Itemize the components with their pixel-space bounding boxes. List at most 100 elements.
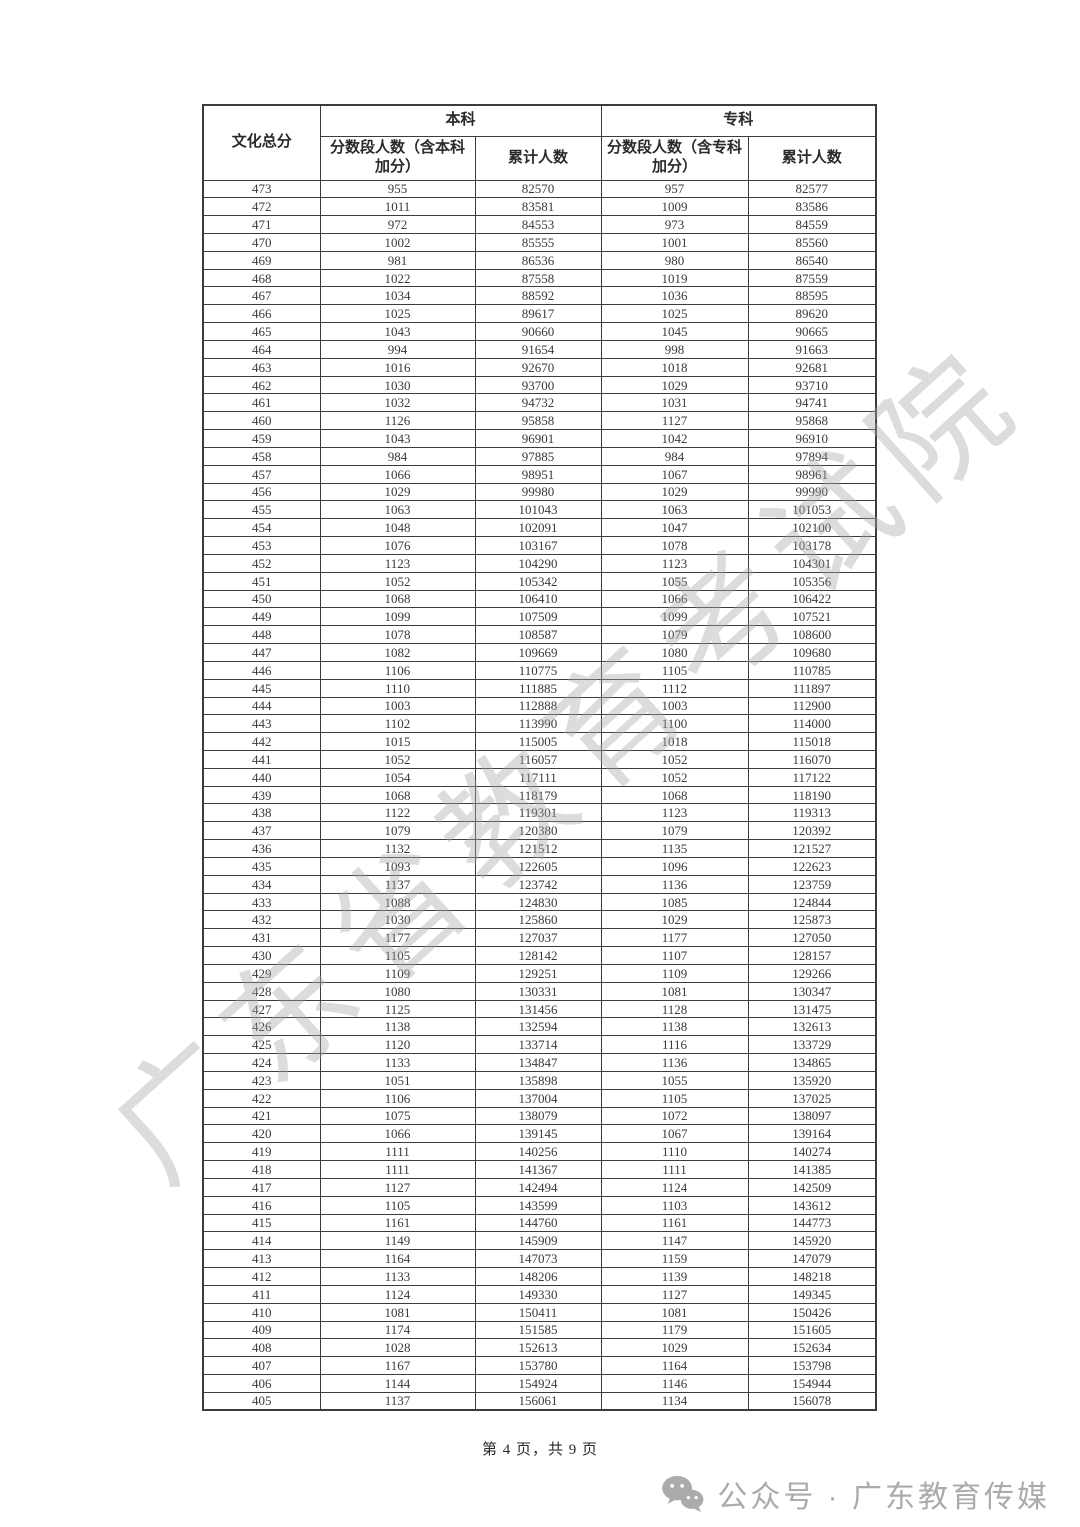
table-cell: 1123 bbox=[600, 803, 749, 823]
table-cell: 1136 bbox=[600, 1053, 749, 1072]
table-cell: 1052 bbox=[600, 750, 749, 769]
table-cell: 127037 bbox=[474, 928, 602, 948]
table-cell: 86536 bbox=[474, 250, 602, 270]
table-cell: 1109 bbox=[319, 963, 476, 983]
table-cell: 1036 bbox=[600, 286, 749, 306]
table-row: 436 1132 121512 1135 121527 bbox=[202, 839, 877, 858]
table-cell: 421 bbox=[202, 1106, 321, 1126]
table-cell: 1067 bbox=[600, 464, 749, 484]
table-cell: 98961 bbox=[747, 464, 877, 484]
table-cell: 1088 bbox=[319, 892, 476, 912]
table-cell: 1107 bbox=[600, 946, 749, 965]
header-group-junior-college: 专科 bbox=[600, 104, 877, 137]
table-cell: 84553 bbox=[474, 215, 602, 234]
table-cell: 447 bbox=[202, 643, 321, 662]
table-cell: 138097 bbox=[747, 1106, 877, 1126]
table-cell: 101043 bbox=[474, 500, 602, 520]
table-cell: 450 bbox=[202, 589, 321, 609]
table-row: 405 1137 156061 1134 156078 bbox=[202, 1391, 877, 1411]
table-cell: 131475 bbox=[747, 999, 877, 1019]
table-cell: 1048 bbox=[319, 518, 476, 538]
table-cell: 1161 bbox=[600, 1213, 749, 1233]
table-row: 438 1122 119301 1123 119313 bbox=[202, 803, 877, 823]
table-row: 411 1124 149330 1127 149345 bbox=[202, 1284, 877, 1304]
table-cell: 123742 bbox=[474, 874, 602, 894]
table-cell: 425 bbox=[202, 1035, 321, 1055]
table-cell: 143612 bbox=[747, 1195, 877, 1215]
table-cell: 1174 bbox=[319, 1320, 476, 1340]
banner-text: 公众号 · 广东教育传媒 bbox=[717, 1481, 1050, 1514]
table-cell: 117111 bbox=[474, 767, 602, 787]
table-row: 443 1102 113990 1100 114000 bbox=[202, 714, 877, 734]
table-row: 448 1078 108587 1079 108600 bbox=[202, 625, 877, 645]
table-cell: 1144 bbox=[319, 1373, 476, 1393]
table-cell: 134847 bbox=[474, 1053, 602, 1072]
table-cell: 156061 bbox=[474, 1391, 602, 1411]
table-cell: 420 bbox=[202, 1124, 321, 1144]
table-cell: 453 bbox=[202, 536, 321, 555]
table-row: 449 1099 107509 1099 107521 bbox=[202, 607, 877, 627]
table-cell: 107521 bbox=[747, 607, 877, 627]
wechat-account-banner: 公众号 · 广东教育传媒 bbox=[661, 1472, 1050, 1516]
table-row: 420 1066 139145 1067 139164 bbox=[202, 1124, 877, 1144]
table-cell: 1079 bbox=[600, 625, 749, 645]
table-cell: 115018 bbox=[747, 732, 877, 751]
table-cell: 1127 bbox=[600, 411, 749, 431]
table-cell: 127050 bbox=[747, 928, 877, 948]
table-row: 416 1105 143599 1103 143612 bbox=[202, 1195, 877, 1215]
table-row: 437 1079 120380 1079 120392 bbox=[202, 821, 877, 841]
table-cell: 154944 bbox=[747, 1373, 877, 1393]
table-cell: 97885 bbox=[474, 446, 602, 466]
table-cell: 1003 bbox=[600, 696, 749, 716]
table-cell: 1075 bbox=[319, 1106, 476, 1126]
table-cell: 119301 bbox=[474, 803, 602, 823]
table-row: 471 972 84553 973 84559 bbox=[202, 215, 877, 234]
table-cell: 1136 bbox=[600, 874, 749, 894]
table-row: 435 1093 122605 1096 122623 bbox=[202, 856, 877, 876]
table-cell: 1106 bbox=[319, 1088, 476, 1108]
table-cell: 1177 bbox=[600, 928, 749, 948]
table-cell: 406 bbox=[202, 1373, 321, 1393]
table-cell: 135898 bbox=[474, 1070, 602, 1090]
table-cell: 463 bbox=[202, 357, 321, 377]
table-cell: 419 bbox=[202, 1142, 321, 1162]
table-cell: 1025 bbox=[319, 304, 476, 324]
table-cell: 1043 bbox=[319, 322, 476, 341]
table-cell: 116057 bbox=[474, 750, 602, 769]
table-cell: 1079 bbox=[600, 821, 749, 841]
table-cell: 433 bbox=[202, 892, 321, 912]
table-cell: 139164 bbox=[747, 1124, 877, 1144]
table-cell: 96910 bbox=[747, 429, 877, 448]
table-cell: 1099 bbox=[319, 607, 476, 627]
table-cell: 427 bbox=[202, 999, 321, 1019]
table-cell: 437 bbox=[202, 821, 321, 841]
table-cell: 105342 bbox=[474, 571, 602, 591]
table-cell: 449 bbox=[202, 607, 321, 627]
table-cell: 92681 bbox=[747, 357, 877, 377]
table-cell: 1034 bbox=[319, 286, 476, 306]
table-cell: 94741 bbox=[747, 393, 877, 413]
table-cell: 972 bbox=[319, 215, 476, 234]
table-row: 457 1066 98951 1067 98961 bbox=[202, 464, 877, 484]
table-cell: 109669 bbox=[474, 643, 602, 662]
table-cell: 434 bbox=[202, 874, 321, 894]
table-cell: 418 bbox=[202, 1160, 321, 1179]
table-cell: 455 bbox=[202, 500, 321, 520]
table-cell: 1103 bbox=[600, 1195, 749, 1215]
table-cell: 1120 bbox=[319, 1035, 476, 1055]
table-cell: 131456 bbox=[474, 999, 602, 1019]
table-cell: 413 bbox=[202, 1249, 321, 1269]
table-row: 464 994 91654 998 91663 bbox=[202, 339, 877, 359]
table-cell: 409 bbox=[202, 1320, 321, 1340]
table-row: 412 1133 148206 1139 148218 bbox=[202, 1267, 877, 1286]
table-cell: 148206 bbox=[474, 1267, 602, 1286]
table-cell: 1164 bbox=[600, 1356, 749, 1375]
table-row: 433 1088 124830 1085 124844 bbox=[202, 892, 877, 912]
table-cell: 1055 bbox=[600, 1070, 749, 1090]
table-cell: 104301 bbox=[747, 553, 877, 573]
table-cell: 1042 bbox=[600, 429, 749, 448]
table-cell: 1167 bbox=[319, 1356, 476, 1375]
table-cell: 462 bbox=[202, 375, 321, 395]
table-cell: 153798 bbox=[747, 1356, 877, 1375]
table-cell: 125873 bbox=[747, 910, 877, 930]
